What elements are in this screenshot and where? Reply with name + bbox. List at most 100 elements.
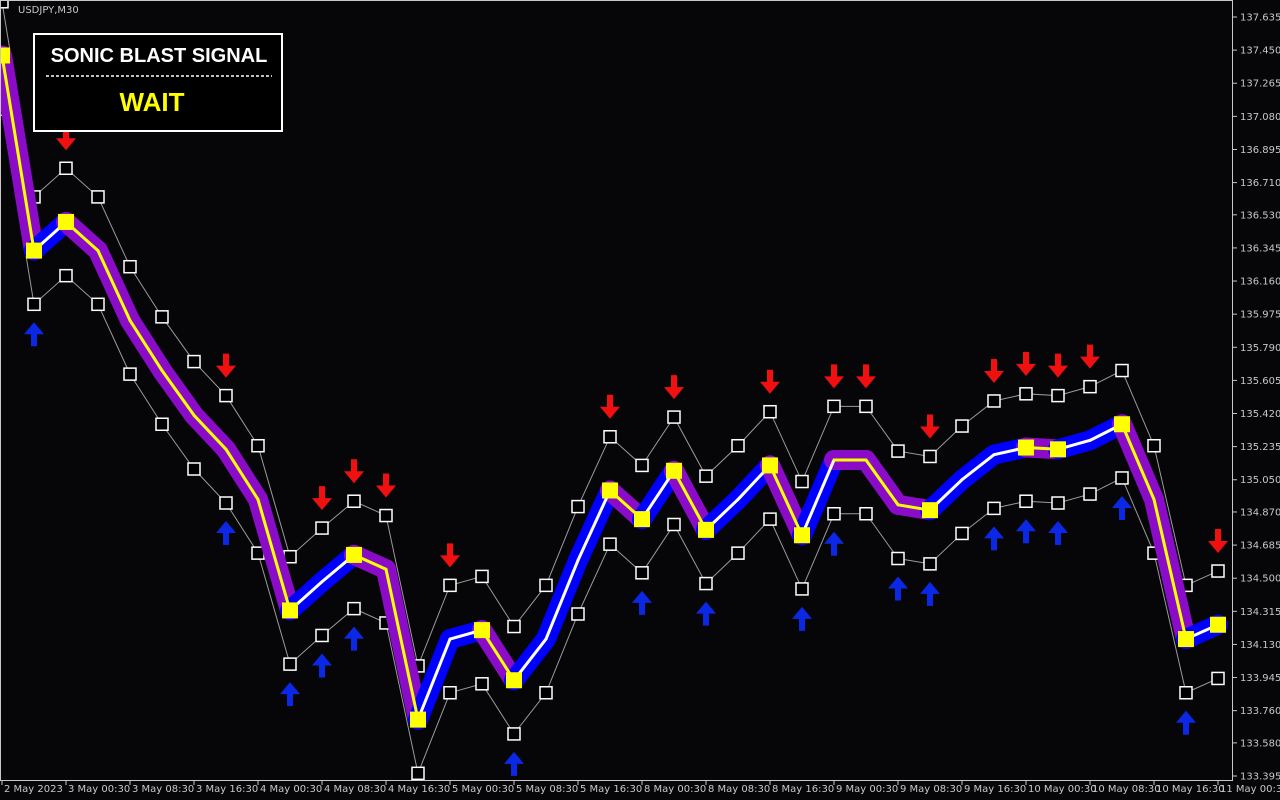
sell-arrow xyxy=(856,364,876,389)
x-tick-label: 9 May 08:30 xyxy=(900,784,962,795)
band-square xyxy=(91,190,105,204)
sell-arrow xyxy=(440,543,460,568)
buy-arrow xyxy=(632,590,652,615)
band-square xyxy=(731,438,745,453)
center-line xyxy=(544,558,580,641)
buy-arrow xyxy=(984,526,1004,551)
sell-arrow xyxy=(1208,529,1228,554)
band-square xyxy=(1,1,9,9)
center-line xyxy=(1,53,36,253)
band-square xyxy=(507,727,521,741)
x-tick-label: 3 May 00:30 xyxy=(68,784,130,795)
y-tick-label: 133.760 xyxy=(1240,706,1280,717)
band-square xyxy=(507,619,521,634)
y-tick-label: 134.130 xyxy=(1240,640,1280,651)
band-square xyxy=(539,686,553,700)
turn-marker xyxy=(698,521,714,538)
panel-box xyxy=(33,33,283,132)
turn-marker xyxy=(1,47,10,64)
band-square xyxy=(731,546,745,560)
y-tick-label: 134.500 xyxy=(1240,574,1280,585)
y-tick-label: 134.870 xyxy=(1240,507,1280,518)
band-square xyxy=(1115,471,1129,485)
center-line xyxy=(1120,422,1156,501)
band-square xyxy=(571,607,585,621)
band-square xyxy=(315,628,329,643)
band-square xyxy=(763,512,777,526)
band-square xyxy=(987,501,1001,516)
y-tick-label: 137.265 xyxy=(1240,79,1280,90)
band-square xyxy=(1083,379,1097,394)
band-square xyxy=(1211,671,1225,686)
x-tick-label: 8 May 16:30 xyxy=(772,784,834,795)
turn-marker xyxy=(282,602,298,619)
y-tick-label: 133.945 xyxy=(1240,673,1280,684)
y-tick-label: 137.080 xyxy=(1240,112,1280,123)
sell-arrow xyxy=(344,459,364,484)
band-square xyxy=(1083,487,1097,501)
sell-arrow xyxy=(216,353,236,378)
y-tick-label: 133.580 xyxy=(1240,738,1280,749)
center-line xyxy=(160,369,196,417)
band-square xyxy=(315,521,329,535)
y-tick-label: 133.395 xyxy=(1240,772,1280,783)
turn-marker xyxy=(506,672,522,689)
band-square xyxy=(1147,438,1161,453)
band-square xyxy=(763,404,777,419)
buy-arrow xyxy=(824,531,844,556)
y-tick-label: 137.635 xyxy=(1240,13,1280,24)
turn-marker xyxy=(1018,439,1034,456)
band-square xyxy=(635,458,649,473)
x-tick-label: 10 May 00:30 xyxy=(1028,784,1097,795)
y-tick-label: 136.345 xyxy=(1240,243,1280,254)
band-square xyxy=(827,399,841,414)
turn-marker xyxy=(762,457,778,474)
band-square xyxy=(219,388,233,403)
buy-arrow xyxy=(888,576,908,601)
band-square xyxy=(923,449,937,464)
band-square xyxy=(1211,564,1225,578)
band-square xyxy=(347,601,361,616)
signal-panel: SONIC BLAST SIGNAL WAIT xyxy=(33,33,283,132)
band-square xyxy=(699,469,713,483)
band-square xyxy=(827,507,841,521)
x-tick-label: 8 May 08:30 xyxy=(708,784,770,795)
sell-arrow xyxy=(1080,344,1100,369)
center-line xyxy=(800,458,836,537)
center-line xyxy=(224,447,260,501)
band-square xyxy=(859,399,873,414)
band-square xyxy=(187,462,201,476)
plot-frame xyxy=(0,0,1233,781)
band-square xyxy=(539,578,553,593)
band-square xyxy=(795,474,809,489)
panel-title: SONIC BLAST SIGNAL xyxy=(51,45,268,67)
buy-arrow xyxy=(24,322,44,347)
buy-arrow xyxy=(312,653,332,678)
buy-arrow xyxy=(1176,710,1196,735)
sell-arrow xyxy=(376,473,396,498)
band-square xyxy=(1019,494,1033,508)
band-square xyxy=(1115,363,1129,378)
band-square xyxy=(571,499,585,514)
band-square xyxy=(219,496,233,510)
band-square xyxy=(891,444,905,458)
band-square xyxy=(699,576,713,591)
center-line xyxy=(416,637,452,722)
y-tick-label: 134.685 xyxy=(1240,541,1280,552)
sell-arrow xyxy=(600,394,620,419)
x-tick-label: 9 May 00:30 xyxy=(836,784,898,795)
band-square xyxy=(667,410,681,424)
panel-status: WAIT xyxy=(120,87,185,117)
buy-arrow xyxy=(792,606,812,631)
sell-arrow xyxy=(664,375,684,400)
band-square xyxy=(635,566,649,580)
y-tick-label: 136.530 xyxy=(1240,210,1280,221)
center-line xyxy=(192,413,228,451)
x-tick-label: 11 May 00:30 xyxy=(1220,784,1280,795)
band-square xyxy=(187,354,201,369)
band-square xyxy=(155,310,169,324)
center-line xyxy=(640,469,676,521)
turn-marker xyxy=(602,482,618,499)
x-tick-label: 4 May 08:30 xyxy=(324,784,386,795)
band-square xyxy=(443,578,457,593)
